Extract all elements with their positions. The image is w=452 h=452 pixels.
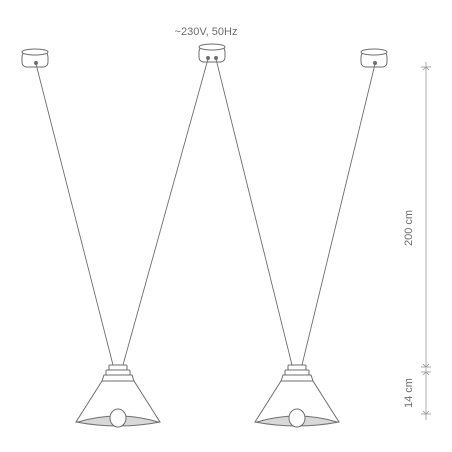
cable-left-inner — [122, 58, 209, 366]
cable-right-outer — [301, 63, 376, 366]
ceiling-canopy-left — [21, 48, 49, 68]
cable-right-inner — [215, 58, 293, 366]
pendant-lamp-left — [75, 364, 161, 428]
dimension-lines — [421, 62, 431, 420]
pendant-lamp-right — [254, 364, 340, 428]
cable-length-label: 200 cm — [403, 210, 415, 246]
ceiling-canopy-right — [360, 48, 388, 68]
cable-left-outer — [35, 63, 114, 366]
shade-height-label: 14 cm — [403, 378, 415, 408]
ceiling-canopy-center — [198, 43, 226, 63]
suspension-cables — [35, 58, 376, 366]
power-label: ~230V, 50Hz — [175, 26, 238, 38]
